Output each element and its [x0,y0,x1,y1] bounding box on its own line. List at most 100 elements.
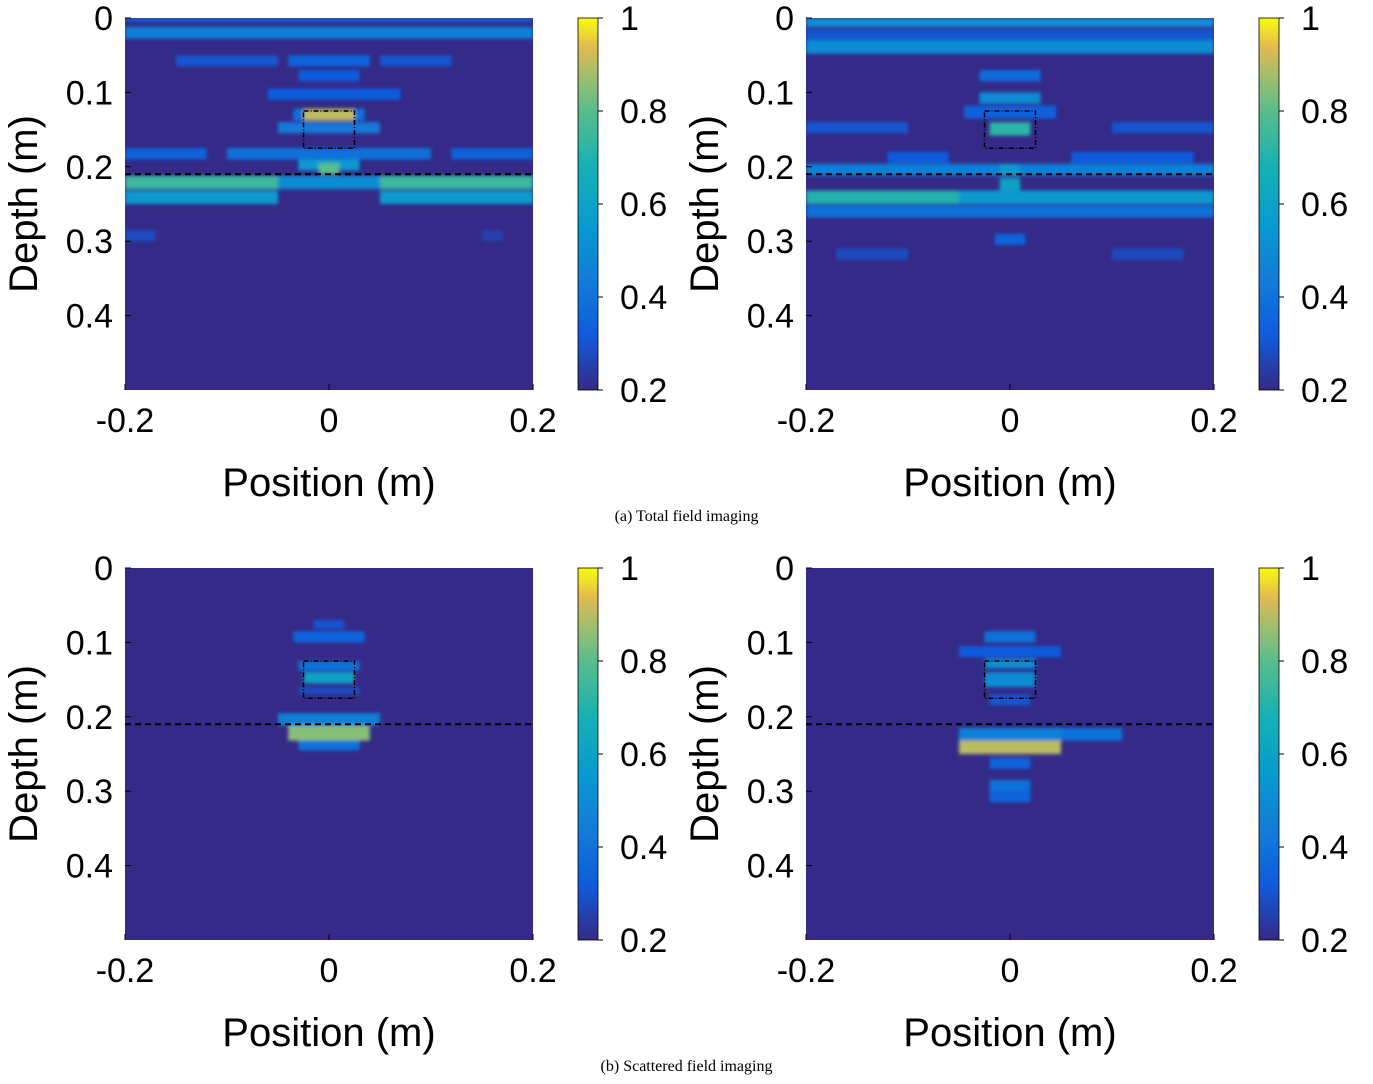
x-tick-label: 0 [320,952,339,990]
heatmap-cell [806,40,1214,54]
colorbar [577,17,599,391]
caption-a: (a) Total field imaging [614,508,759,525]
panel-a-right: -0.2 0 0.2 0 0.1 0.2 0.3 0.4 Position (m) Depth (… [683,0,1348,505]
x-axis-label: Position (m) [903,461,1116,505]
x-tick-label: 0 [1001,402,1020,440]
y-tick-label: 0.4 [66,848,113,886]
heatmap-cell [380,190,533,204]
x-axis-label: Position (m) [222,1011,435,1055]
heatmap-cell [836,248,908,260]
colorbar-tick-label: 0.4 [1301,829,1348,867]
colorbar [1258,17,1280,391]
heatmap-cell [806,205,1214,218]
y-tick-label: 0.3 [747,773,794,811]
heatmap-cell [806,190,959,204]
colorbar-tick-label: 0.8 [620,93,667,131]
colorbar-tick-label: 1 [620,0,639,38]
heatmap-cell [979,70,1041,82]
colorbar-tick-label: 1 [620,550,639,588]
y-tick-label: 0 [775,0,794,38]
x-tick-label: -0.2 [96,952,155,990]
y-tick-label: 0.4 [747,848,794,886]
y-tick-label: 0.2 [66,149,113,187]
heatmap-cell [125,18,533,22]
heatmap-cell [298,740,360,751]
y-tick-label: 0.3 [747,223,794,261]
y-tick-label: 0 [94,550,113,588]
colorbar-tick-label: 0.6 [620,736,667,774]
heatmap-cell [806,18,1214,27]
heatmap-cell [1061,190,1214,204]
x-tick-label: 0.2 [509,402,556,440]
y-tick-label: 0.2 [747,699,794,737]
heatmap-cell [125,26,533,39]
colorbar-tick-label: 0.8 [620,643,667,681]
heatmap-cell [959,727,1061,741]
heatmap-cell [482,230,503,242]
heatmap-cell [125,230,156,242]
heatmap-cell [125,190,278,204]
heatmap-cell [989,780,1031,792]
panel-b-right: -0.2 0 0.2 0 0.1 0.2 0.3 0.4 Position (m) Depth (… [683,550,1348,1055]
heatmap-cell [288,725,370,741]
caption-b: (b) Scattered field imaging [600,1058,773,1075]
heatmap-cell [278,713,380,726]
heatmap-cell [278,122,380,134]
heatmap-cell [959,190,1061,204]
heatmap-cell [959,646,1061,658]
heatmap-cell [989,791,1031,803]
heatmap-cell [303,672,355,684]
colorbar-tick-label: 0.2 [1301,372,1348,410]
colorbar-tick-label: 0.6 [620,186,667,224]
x-tick-label: -0.2 [96,402,155,440]
colorbar [577,567,599,941]
heatmap-cell [318,163,340,175]
heatmap-cell [806,29,1214,41]
heatmap-cell [278,175,380,190]
heatmap-cell [380,175,533,190]
heatmap-cell [298,661,360,671]
heatmap-cell [451,148,533,160]
x-axis-label: Position (m) [903,1011,1116,1055]
heatmap-cell [125,148,207,160]
heatmap-cell [298,70,360,82]
heatmap-cell [227,148,431,160]
heatmap-cell [1112,122,1214,134]
y-tick-label: 0 [775,550,794,588]
heatmap-cell [293,631,365,643]
y-tick-label: 0.3 [66,773,113,811]
y-tick-label: 0.3 [66,223,113,261]
y-tick-label: 0.1 [66,74,113,112]
heatmap-cell [999,163,1021,176]
heatmap-cell [989,694,1031,706]
y-axis-label: Depth (m) [683,115,727,293]
colorbar-tick-label: 0.8 [1301,643,1348,681]
colorbar-tick-label: 0.6 [1301,186,1348,224]
heatmap-cell [1061,727,1123,741]
heatmap-cell [959,740,1061,754]
y-axis-label: Depth (m) [2,115,46,293]
heatmap-cell [806,122,908,134]
heatmap-cell [964,105,1056,119]
heatmap-cell [984,658,1036,669]
colorbar-tick-label: 0.4 [620,829,667,867]
colorbar-tick-label: 1 [1301,0,1320,38]
heatmap-cell [999,177,1021,191]
colorbar-tick-label: 0.2 [620,372,667,410]
y-tick-label: 0.1 [747,74,794,112]
heatmap-cell [994,233,1026,245]
x-tick-label: -0.2 [777,952,836,990]
colorbar-tick-label: 0.4 [1301,279,1348,317]
heatmap-cell [125,175,278,190]
heatmap-cell [267,88,401,100]
x-tick-label: 0.2 [509,952,556,990]
heatmap-cell [293,108,304,121]
heatmap-cell [354,108,365,121]
heatmap-cell [313,620,345,630]
panel-a-left: -0.2 0 0.2 0 0.1 0.2 0.3 0.4 Position (m) Depth (… [2,0,667,505]
x-tick-label: -0.2 [777,402,836,440]
y-tick-label: 0 [94,0,113,38]
colorbar [1258,567,1280,941]
heatmap-cell [303,108,355,121]
